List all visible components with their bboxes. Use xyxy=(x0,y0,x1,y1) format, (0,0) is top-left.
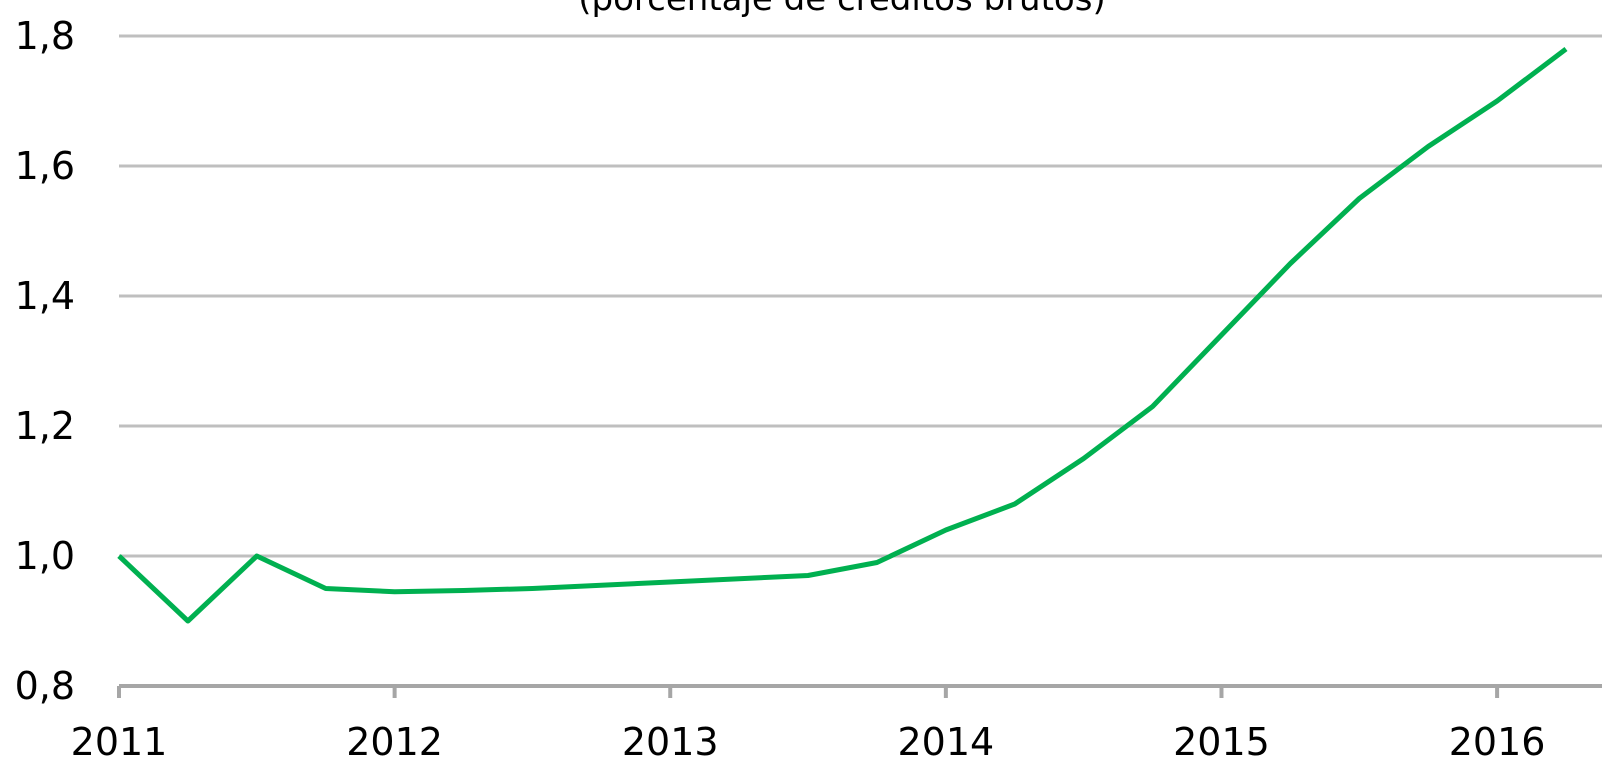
y-tick-label: 1,2 xyxy=(15,404,75,448)
data-line xyxy=(117,47,1568,624)
x-tick-label: 2015 xyxy=(1173,720,1270,764)
y-tick-label: 1,6 xyxy=(15,144,75,188)
x-tick-label: 2014 xyxy=(897,720,994,764)
y-tick-label: 1,4 xyxy=(15,274,75,318)
x-tick-label: 2016 xyxy=(1449,720,1546,764)
y-tick-label: 1,0 xyxy=(15,534,75,578)
x-tick-label: 2011 xyxy=(71,720,168,764)
y-tick-label: 1,8 xyxy=(15,14,75,58)
x-tick-label: 2012 xyxy=(346,720,443,764)
y-tick-label: 0,8 xyxy=(15,664,75,708)
chart-subtitle: (porcentaje de créditos brutos) xyxy=(578,0,1105,19)
x-tick-label: 2013 xyxy=(622,720,719,764)
